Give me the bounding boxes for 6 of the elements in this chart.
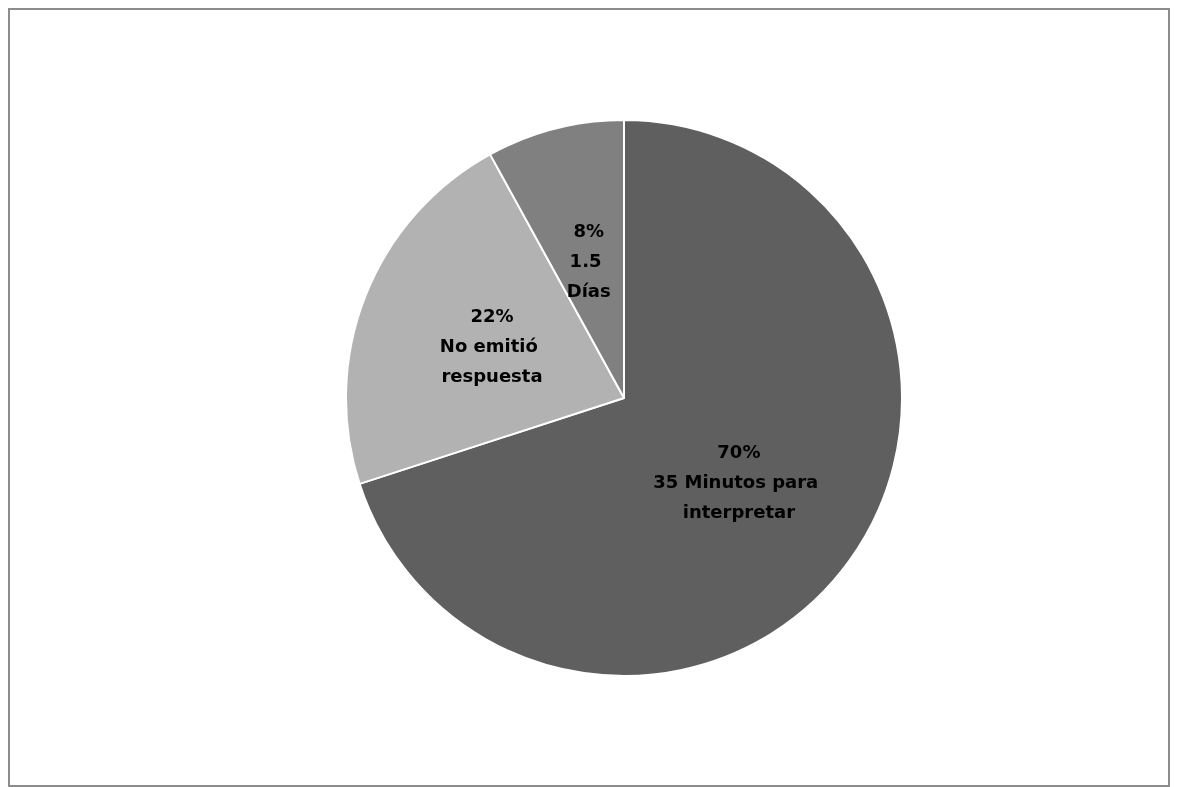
slice-label: 1.5 Días (566, 249, 611, 301)
data-label: 8% (573, 219, 604, 241)
slice-label: No emitió respuesta (439, 335, 545, 387)
slice-label: 35 Minutos para interpretar (653, 470, 825, 522)
data-label: 22% (470, 305, 514, 327)
data-label: 70% (717, 440, 761, 462)
